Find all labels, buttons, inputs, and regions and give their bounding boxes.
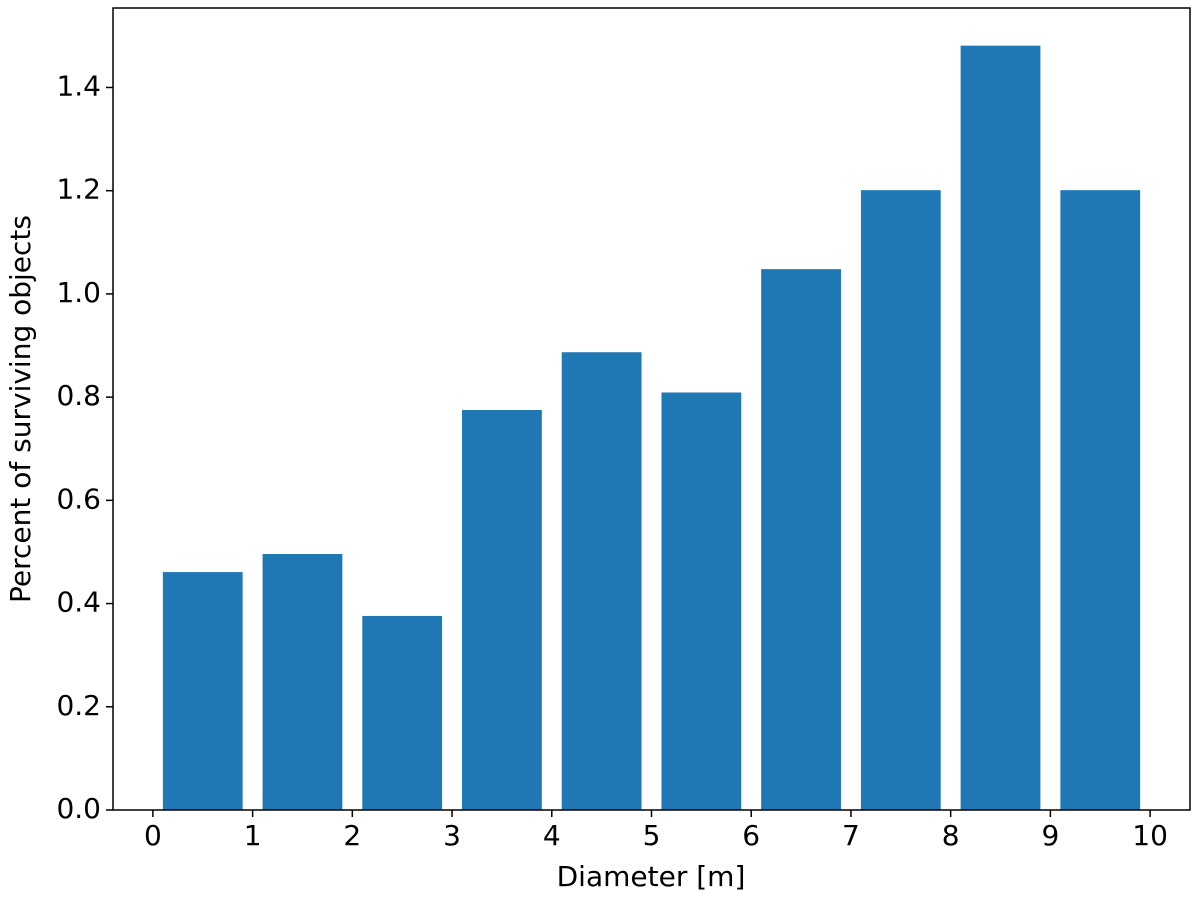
- x-tick-label: 7: [842, 819, 860, 852]
- x-tick-label: 4: [543, 819, 561, 852]
- y-tick-label: 0.4: [56, 586, 101, 619]
- x-tick-label: 8: [942, 819, 960, 852]
- x-tick-label: 6: [742, 819, 760, 852]
- y-tick-label: 0.6: [56, 482, 101, 515]
- bar: [561, 352, 642, 810]
- bar: [262, 554, 343, 810]
- y-tick-label: 1.2: [56, 173, 101, 206]
- x-tick-label: 5: [643, 819, 661, 852]
- y-tick-label: 0.0: [56, 792, 101, 825]
- x-tick-label: 10: [1132, 819, 1168, 852]
- y-tick-label: 0.2: [56, 689, 101, 722]
- bar: [1060, 190, 1141, 810]
- x-tick-label: 3: [443, 819, 461, 852]
- x-axis-label: Diameter [m]: [557, 860, 746, 893]
- x-tick-label: 1: [244, 819, 262, 852]
- plot-frame: [112, 7, 1191, 811]
- y-axis-label: Percent of surviving objects: [4, 215, 37, 603]
- x-tick-label: 0: [144, 819, 162, 852]
- y-tick-label: 1.0: [56, 276, 101, 309]
- bar: [661, 392, 742, 810]
- bar: [462, 410, 542, 810]
- bar: [960, 45, 1041, 811]
- y-tick-label: 0.8: [56, 379, 101, 412]
- y-tick-label: 1.4: [56, 69, 101, 102]
- bar: [162, 572, 243, 810]
- bar: [362, 615, 443, 810]
- bar: [761, 269, 841, 811]
- x-tick-label: 2: [343, 819, 361, 852]
- bar: [860, 190, 941, 810]
- x-tick-label: 9: [1041, 819, 1059, 852]
